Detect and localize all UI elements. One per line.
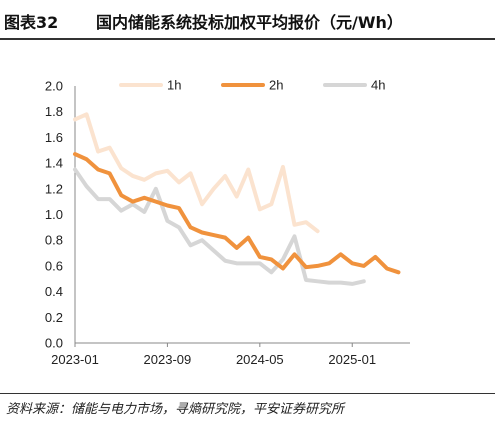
y-tick-label: 0.6 — [45, 258, 63, 273]
x-tick-labels: 2023-01 2023-09 2024-05 2025-01 — [51, 343, 376, 367]
figure-title: 国内储能系统投标加权平均报价（元/Wh） — [96, 13, 403, 32]
legend-label-4h: 4h — [371, 78, 385, 93]
y-tick-labels: 0.0 0.2 0.4 0.6 0.8 1.0 1.2 1.4 1.6 1.8 2.0 — [45, 79, 63, 351]
y-tick-label: 1.2 — [45, 181, 63, 196]
y-tick-label: 0.8 — [45, 233, 63, 248]
y-tick-label: 0.0 — [45, 336, 63, 351]
y-tick-label: 2.0 — [45, 79, 63, 94]
y-tick-label: 0.4 — [45, 284, 63, 299]
legend-label-2h: 2h — [269, 78, 283, 93]
line-chart: 0.0 0.2 0.4 0.6 0.8 1.0 1.2 1.4 1.6 1.8 2.0 2023-0… — [45, 78, 410, 367]
bottom-rule — [0, 393, 495, 394]
x-tick-label: 2023-09 — [144, 352, 192, 367]
x-tick-label: 2023-01 — [51, 352, 99, 367]
y-tick-label: 1.4 — [45, 156, 63, 171]
series-line-4h — [73, 167, 366, 286]
series-lines — [73, 112, 401, 286]
y-tick-label: 1.6 — [45, 130, 63, 145]
series-line-1h — [73, 112, 320, 234]
x-tick-label: 2025-01 — [328, 352, 376, 367]
figure-label: 图表32 — [4, 13, 59, 32]
top-rule — [0, 38, 495, 40]
chart-axes — [74, 86, 410, 344]
source-note: 资料来源：储能与电力市场，寻熵研究院，平安证券研究所 — [6, 402, 345, 417]
legend: 1h 2h 4h — [119, 78, 385, 93]
x-tick-label: 2024-05 — [236, 352, 284, 367]
y-tick-label: 1.8 — [45, 104, 63, 119]
y-tick-label: 1.0 — [45, 207, 63, 222]
series-line-2h — [73, 152, 401, 275]
y-tick-label: 0.2 — [45, 310, 63, 325]
figure-header: 图表32 国内储能系统投标加权平均报价（元/Wh） — [0, 0, 495, 40]
legend-label-1h: 1h — [167, 78, 181, 93]
